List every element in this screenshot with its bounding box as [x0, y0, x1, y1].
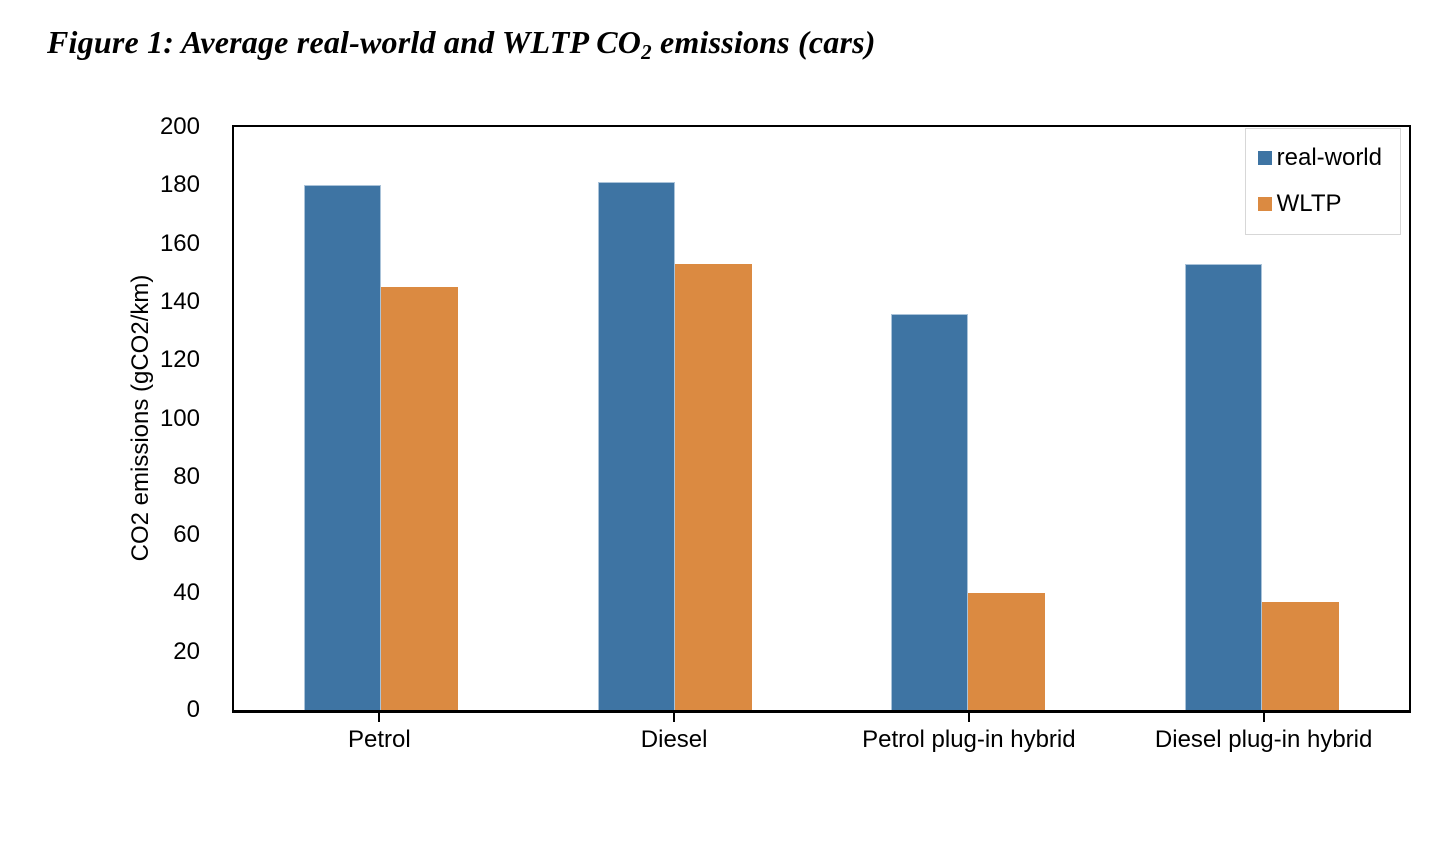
- y-tick-label: 160: [159, 229, 200, 257]
- bar-real-world: [303, 185, 381, 710]
- y-tick-label: 80: [173, 462, 200, 490]
- x-category-label: Petrol plug-in hybrid: [862, 726, 1076, 753]
- legend-item-real-world: real-world: [1257, 144, 1382, 173]
- x-tick: [673, 713, 676, 722]
- x-tick: [378, 713, 381, 722]
- bar-group-diesel-plug-in-hybrid: [1115, 127, 1409, 710]
- bar-group-petrol: [234, 127, 528, 710]
- legend-item-wltp: WLTP: [1257, 189, 1382, 219]
- figure-title-text: Figure 1: Average real-world and WLTP CO: [47, 24, 642, 60]
- figure-title: Figure 1: Average real-world and WLTP CO…: [47, 24, 876, 65]
- bar-real-world: [597, 182, 675, 710]
- x-axis-ticks: [232, 713, 1411, 722]
- legend-color-swatch-icon: [1257, 151, 1272, 166]
- y-axis-tick-labels: 0 20 40 60 80 100 120 140 160 180 200: [0, 115, 216, 722]
- x-category-label: Petrol: [348, 726, 411, 753]
- x-tick: [967, 713, 970, 722]
- y-tick-label: 60: [173, 521, 200, 549]
- y-tick-label: 100: [159, 404, 200, 432]
- y-tick-label: 140: [159, 287, 200, 315]
- y-tick-label: 200: [159, 113, 200, 140]
- bar-real-world: [891, 313, 969, 710]
- bar-wltp: [380, 287, 458, 710]
- bar-wltp: [674, 264, 752, 710]
- x-axis-category-labels: Petrol Diesel Petrol plug-in hybrid Diesel …: [232, 726, 1411, 756]
- y-tick-label: 40: [173, 579, 200, 607]
- plot-area: [232, 125, 1411, 713]
- x-category-label: Diesel: [640, 726, 708, 753]
- figure-title-subscript: 2: [641, 40, 652, 64]
- figure-title-suffix: emissions (cars): [651, 24, 876, 60]
- bar-group-petrol-plug-in-hybrid: [822, 127, 1116, 710]
- bar-group-diesel: [528, 127, 822, 710]
- y-tick-label: 20: [173, 637, 200, 665]
- bar-real-world: [1185, 264, 1263, 710]
- legend-color-swatch-icon: [1257, 197, 1272, 212]
- bar-wltp: [1262, 602, 1340, 710]
- x-category-label: Diesel plug-in hybrid: [1154, 726, 1373, 753]
- y-tick-label: 0: [186, 696, 200, 723]
- bar-wltp: [968, 593, 1046, 710]
- legend: real-world WLTP: [1244, 128, 1401, 235]
- y-tick-label: 180: [159, 171, 200, 199]
- legend-label: WLTP: [1276, 189, 1342, 217]
- legend-label: real-world: [1276, 144, 1382, 171]
- y-tick-label: 120: [159, 346, 200, 374]
- x-tick: [1262, 713, 1265, 722]
